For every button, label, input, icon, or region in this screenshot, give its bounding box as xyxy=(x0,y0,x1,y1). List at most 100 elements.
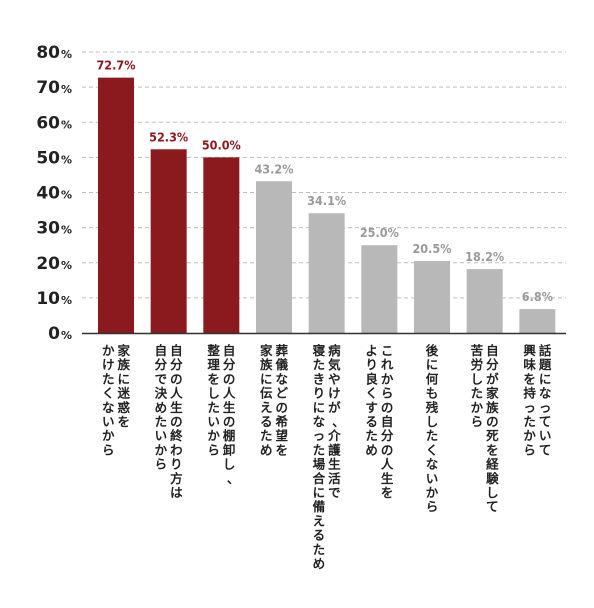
category-label-char: し xyxy=(223,457,236,472)
category-label-char: 寝 xyxy=(313,343,326,358)
category-label-char: 惑 xyxy=(117,400,130,415)
category-label-char: を xyxy=(275,442,288,457)
category-label-char: 苦 xyxy=(471,343,484,358)
category-label-char: 自 xyxy=(155,343,168,358)
category-label-char: 自 xyxy=(381,414,394,429)
y-tick-unit: % xyxy=(61,294,72,307)
y-tick-label: 10 xyxy=(36,289,60,309)
category-label-char: っ xyxy=(523,400,536,415)
category-label-char: 生 xyxy=(170,400,183,415)
category-label-char: 棚 xyxy=(223,428,236,443)
category-label-char: 人 xyxy=(223,386,236,401)
y-tick-label: 20 xyxy=(36,254,60,274)
category-label-char: ら xyxy=(471,414,484,429)
category-label-char: わ xyxy=(170,442,183,457)
category-label-char: ら xyxy=(381,386,394,401)
bar xyxy=(466,269,503,333)
category-label-char: て xyxy=(539,414,552,429)
category-label-char: れ xyxy=(381,357,394,372)
category-label-char: 人 xyxy=(381,457,394,472)
bar xyxy=(414,260,450,333)
y-tick-unit: % xyxy=(61,48,72,61)
category-label-char: 分 xyxy=(155,357,168,372)
category-label-char: い xyxy=(539,428,552,443)
category-label-char: か xyxy=(426,485,439,500)
category-label-char: か xyxy=(207,428,220,443)
category-label-char: 合 xyxy=(313,471,326,486)
bar xyxy=(361,245,398,333)
category-label-char: 味 xyxy=(523,357,536,372)
category-label-char: え xyxy=(260,400,273,415)
category-label-char: が xyxy=(486,371,499,386)
y-tick-unit: % xyxy=(61,259,72,272)
category-label-char: 迷 xyxy=(116,386,130,401)
y-tick-label: 40 xyxy=(36,184,60,204)
category-label-char: に xyxy=(426,357,439,372)
category-label-char: が xyxy=(328,400,341,415)
category-label-char: た xyxy=(313,357,326,372)
value-label: 52.3% xyxy=(149,129,188,144)
category-label-char: く xyxy=(426,442,439,457)
category-label-char: 良 xyxy=(365,371,378,386)
y-tick-label: 70 xyxy=(36,78,60,98)
y-tick-unit: % xyxy=(61,153,72,166)
category-label-char: 家 xyxy=(486,386,499,401)
category-label-char: 活 xyxy=(328,471,341,486)
category-label-char: で xyxy=(155,371,168,386)
category-label-char: 終 xyxy=(170,428,183,443)
category-label-char: ど xyxy=(275,386,288,401)
category-label-char: り xyxy=(170,457,183,472)
category-label-char: よ xyxy=(365,343,378,358)
category-label-char: 生 xyxy=(328,457,341,472)
value-label: 25.0% xyxy=(360,225,399,240)
value-label: 50.0% xyxy=(202,137,241,152)
category-label-char: 分 xyxy=(381,428,394,443)
bar xyxy=(98,77,134,333)
category-label-char: の xyxy=(275,400,288,415)
category-label-char: た xyxy=(426,428,439,443)
category-label-char: た xyxy=(260,428,273,443)
category-label-char: 自 xyxy=(486,343,499,358)
bar xyxy=(203,157,240,333)
category-label-char: か xyxy=(102,428,115,443)
y-tick-label: 50 xyxy=(36,148,60,168)
category-label-char: 希 xyxy=(274,414,288,429)
category-label-char: た xyxy=(313,542,326,557)
category-label-char: た xyxy=(313,442,326,457)
category-label-char: い xyxy=(102,414,115,429)
category-label-char: 気 xyxy=(328,357,341,372)
category-label-char: に xyxy=(313,400,326,415)
category-label-char: 死 xyxy=(485,428,499,443)
category-label-char: の xyxy=(170,371,183,386)
bar xyxy=(256,181,292,333)
category-label-char: を xyxy=(486,442,499,457)
category-label-char: か xyxy=(471,400,484,415)
category-label-char: 分 xyxy=(486,357,499,372)
category-label-char: も xyxy=(426,386,439,401)
category-label-char: な xyxy=(313,414,326,429)
category-label-char: の xyxy=(223,414,236,429)
category-label-char: 族 xyxy=(486,400,499,415)
category-label-char: し xyxy=(471,371,484,386)
category-label-char: 決 xyxy=(155,386,168,401)
category-label-char: け xyxy=(328,386,341,401)
y-tick-label: 60 xyxy=(36,113,60,133)
y-tick-unit: % xyxy=(61,83,72,96)
category-label-char: ら xyxy=(155,457,168,472)
category-label-char: 経 xyxy=(486,457,499,472)
category-label-char: 分 xyxy=(223,357,236,372)
category-label-char: け xyxy=(102,357,115,372)
category-label-char: の xyxy=(381,400,394,415)
category-label-char: な xyxy=(426,457,439,472)
category-label-char: 儀 xyxy=(274,357,288,372)
category-label-char: の xyxy=(170,414,183,429)
category-label-char: り xyxy=(365,357,378,372)
category-label-char: な xyxy=(102,400,115,415)
category-label-char: を xyxy=(207,371,220,386)
category-label-char: 興 xyxy=(523,343,536,358)
